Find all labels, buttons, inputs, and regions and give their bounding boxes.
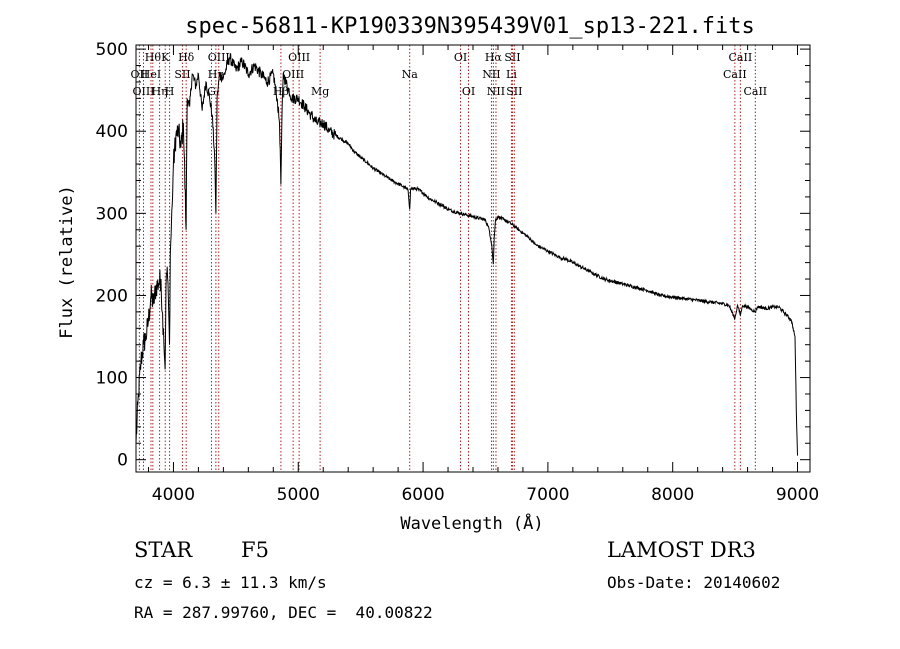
plot-frame [135,44,811,473]
x-tick-label: 7000 [526,485,569,505]
marker-label-g: G [207,85,216,98]
marker-label-oi: OI [454,51,467,64]
survey-name: LAMOST DR3 [607,538,756,562]
marker-label-k: K [161,51,170,64]
marker-label-hβ: Hβ [273,85,289,98]
marker-label-hα: Hα [485,51,503,64]
x-tick-label: 9000 [776,485,819,505]
marker-label-sii: SII [504,51,520,64]
marker-label-hη: Hθ [145,51,162,64]
y-tick-label: 400 [96,122,128,142]
marker-label-sii: SII [506,85,522,98]
marker-label-caii: CaII [723,68,747,81]
marker-label-oiii: OIII [282,68,304,81]
marker-label-hη: Hη [151,85,167,98]
x-tick-label: 4000 [152,485,195,505]
y-axis-label: Flux (relative) [57,185,77,339]
x-tick-label: 8000 [651,485,694,505]
y-tick-label: 500 [96,40,128,60]
marker-label-nii: NII [482,68,500,81]
marker-label-na: Na [402,68,419,81]
observation-date: Obs-Date: 20140602 [607,573,781,592]
y-tick-label: 300 [96,204,128,224]
marker-label-oiii: OIII [288,51,310,64]
marker-label-oi: OI [462,85,475,98]
marker-label-mg: Mg [311,85,329,98]
marker-label-hδ: Hδ [178,51,195,64]
y-tick-label: 100 [96,369,128,389]
y-tick-label: 200 [96,286,128,306]
marker-label-oiii: OIII [208,51,230,64]
marker-label-caii: CaII [743,85,767,98]
x-axis-label: Wavelength (Å) [400,512,543,534]
marker-label-sii: SII [174,68,190,81]
axis-ticks: 4000 5000 6000 7000 8000 9000 0 100 200 300 400 500 [96,40,820,505]
marker-label-li: Li [506,68,517,81]
x-tick-label: 5000 [277,485,320,505]
marker-label-caii: CaII [729,51,753,64]
object-class: STAR [134,538,193,562]
object-subclass: F5 [241,538,269,562]
marker-label-oiii: OIII [132,85,154,98]
x-tick-label: 6000 [401,485,444,505]
marker-label-nii: NII [487,85,505,98]
redshift-value: cz = 6.3 ± 11.3 km/s [134,573,327,592]
marker-label-h: H [165,85,175,98]
flux-series-line [135,52,798,456]
y-tick-label: 0 [117,451,128,471]
marker-label-hei: HeI [141,68,161,81]
chart-title: spec-56811-KP190339N395439V01_sp13-221.f… [185,14,755,39]
coordinates: RA = 287.99760, DEC = 40.00822 [134,603,433,622]
